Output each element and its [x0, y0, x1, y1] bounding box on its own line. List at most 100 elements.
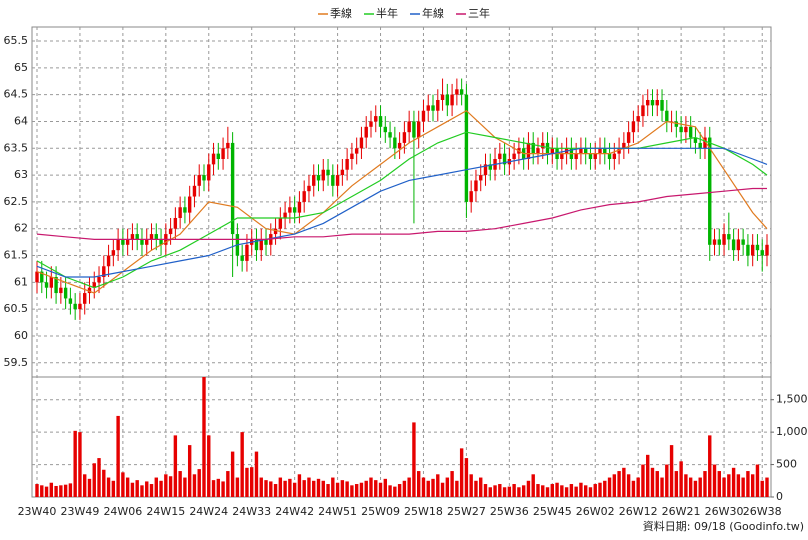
volume-bar [159, 480, 163, 497]
candle-body [531, 142, 535, 154]
volume-bar [359, 482, 364, 497]
volume-bar [502, 487, 507, 497]
volume-bar [750, 474, 755, 497]
volume-bar [245, 467, 249, 497]
volume-bar [187, 445, 192, 497]
volume-bar [512, 484, 516, 497]
volume-bar [402, 480, 407, 497]
candle-body [230, 142, 235, 235]
volume-bar [273, 484, 278, 497]
volume-bar [531, 474, 535, 497]
candle-body [622, 142, 626, 149]
plot-frame [31, 26, 772, 498]
candle-body [502, 153, 507, 165]
volume-bar [541, 485, 545, 497]
candle-body [698, 142, 702, 149]
candle-body [178, 207, 182, 218]
candle-body [302, 191, 306, 202]
x-tick-label: 26W38 [743, 505, 782, 518]
candle-body [359, 137, 364, 149]
volume-bar [560, 485, 564, 497]
volume-bar [121, 472, 125, 497]
moving-average-line [36, 131, 768, 289]
x-tick-label: 26W02 [576, 505, 615, 518]
candle-body [340, 169, 345, 176]
candle-body [187, 196, 192, 213]
volume-bar [207, 435, 211, 497]
volume-bar [507, 486, 512, 497]
volume-bar [221, 481, 225, 497]
volume-bar [526, 480, 531, 497]
candle-body [83, 293, 87, 304]
x-tick-label: 23W49 [61, 505, 100, 518]
x-tick-label: 25W09 [361, 505, 400, 518]
candle-body [412, 121, 416, 138]
candle-body [135, 234, 139, 240]
volume-bar [397, 484, 402, 497]
volume-bar [569, 484, 574, 497]
candle-body [97, 276, 101, 283]
volume-bar [436, 474, 440, 497]
volume-bar [679, 461, 683, 497]
candle-body [125, 239, 130, 245]
moving-average-line [36, 187, 767, 240]
y-tick-label: 62.5 [4, 195, 29, 208]
volume-bar [92, 463, 96, 497]
candle-body [183, 207, 187, 213]
candle-body [288, 207, 292, 213]
candle-body [87, 287, 92, 294]
candle-body [665, 110, 669, 122]
volume-bar [474, 480, 478, 497]
candle-body [708, 137, 712, 245]
candle-body [750, 244, 755, 256]
x-tick-label: 24W42 [275, 505, 314, 518]
volume-bar [197, 469, 201, 497]
volume-bar [622, 467, 626, 497]
x-tick-label: 24W51 [318, 505, 357, 518]
candle-body [526, 142, 531, 159]
candle-body [746, 244, 750, 256]
candle-body [149, 234, 154, 240]
volume-bar [44, 486, 49, 497]
volume-tick-label: 0 [776, 490, 783, 503]
volume-bar [631, 480, 636, 497]
candle-body [579, 148, 583, 154]
y-tick-label: 60 [14, 329, 28, 342]
volume-bar [240, 432, 244, 497]
volume-bar [431, 478, 435, 497]
volume-bar [278, 477, 283, 497]
candle-body [583, 148, 588, 154]
volume-bar [412, 422, 416, 497]
candle-body [755, 244, 760, 251]
volume-bar [192, 474, 197, 497]
volume-tick-label: 500 [776, 458, 797, 471]
candle-body [455, 89, 459, 95]
volume-bar [588, 487, 593, 497]
volume-bar [297, 474, 302, 497]
volume-bar [665, 464, 669, 497]
volume-bar [455, 480, 459, 497]
candle-body [560, 153, 564, 159]
candle-body [35, 271, 39, 283]
volume-bar [459, 448, 464, 497]
volume-bar [125, 477, 130, 497]
candle-body [116, 239, 120, 251]
volume-bar [421, 477, 426, 497]
candle-body [655, 100, 659, 106]
volume-bar [230, 451, 235, 497]
candle-body [693, 137, 698, 143]
candle-body [607, 153, 612, 159]
x-tick-label: 23W40 [18, 505, 57, 518]
candle-body [278, 217, 283, 229]
volume-bar [97, 458, 101, 497]
candle-body [593, 153, 597, 159]
candle-body [354, 148, 359, 154]
candle-body [106, 255, 111, 267]
volume-bar [340, 480, 345, 497]
volume-bar [517, 487, 521, 497]
candle-body [550, 148, 554, 154]
candle-body [641, 105, 645, 117]
volume-bar [312, 480, 316, 497]
candle-body [727, 234, 731, 240]
candle-body [383, 126, 388, 133]
